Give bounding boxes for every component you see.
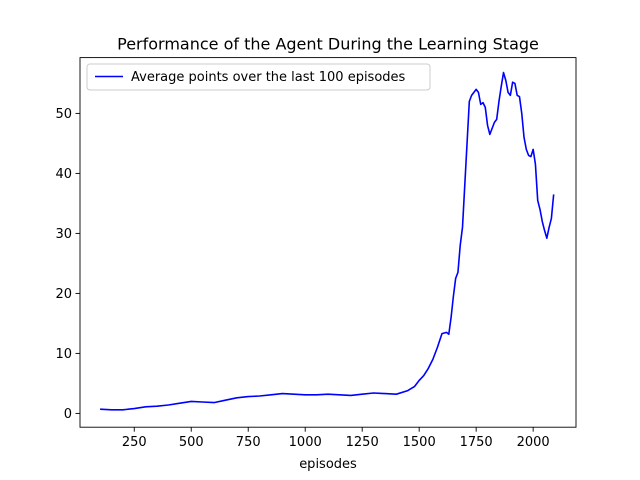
x-tick-label: 1250 xyxy=(346,435,379,450)
x-tick-label: 500 xyxy=(179,435,204,450)
series-line xyxy=(100,71,555,411)
legend-box xyxy=(86,63,431,91)
plot-area xyxy=(100,71,555,411)
x-tick-label: 1000 xyxy=(289,435,322,450)
y-tick-label: 20 xyxy=(55,287,72,302)
x-tick-label: 1750 xyxy=(460,435,493,450)
chart-title: Performance of the Agent During the Lear… xyxy=(117,35,539,54)
x-tick-label: 2000 xyxy=(517,435,550,450)
y-tick-label: 50 xyxy=(55,107,72,122)
y-tick-label: 0 xyxy=(64,407,72,422)
plot-frame xyxy=(79,57,577,428)
x-tick-label: 1500 xyxy=(403,435,436,450)
x-tick-label: 750 xyxy=(236,435,261,450)
x-tick-label: 250 xyxy=(122,435,147,450)
axis-ticks: 250 500 750 1000 1250 1500 1750 2000 0 10 20 30 40 50 xyxy=(55,107,549,450)
x-axis-label: episodes xyxy=(299,457,357,472)
y-tick-label: 40 xyxy=(55,167,72,182)
y-tick-label: 10 xyxy=(55,347,72,362)
legend-label: Average points over the last 100 episode… xyxy=(131,70,406,85)
y-tick-label: 30 xyxy=(55,227,72,242)
legend: Average points over the last 100 episode… xyxy=(86,63,431,91)
